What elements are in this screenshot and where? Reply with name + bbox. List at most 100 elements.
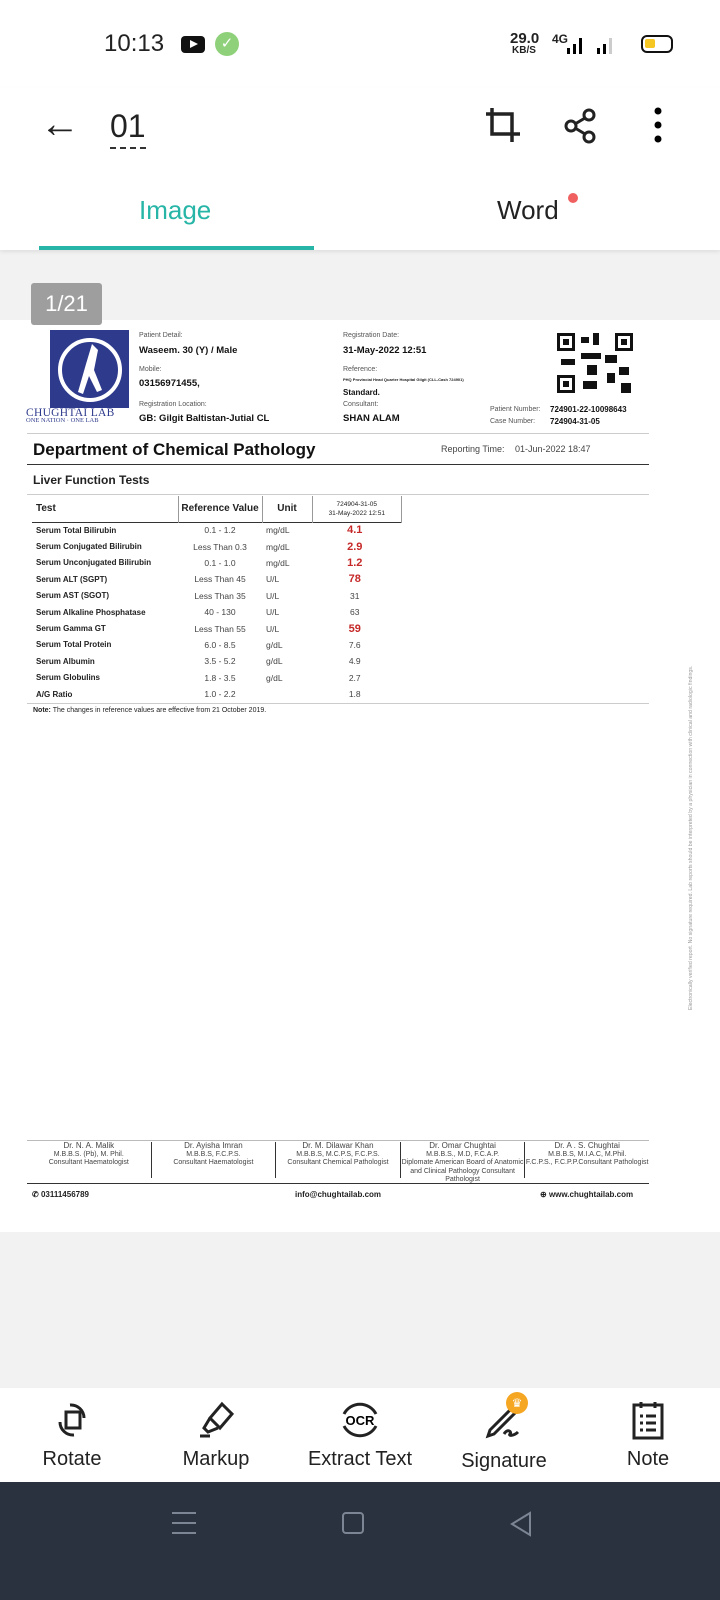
unit: g/dL xyxy=(266,672,283,683)
case-number: 724904-31-05 xyxy=(550,417,600,426)
doctor-title: Diplomate American Board of Anatomic and… xyxy=(401,1159,524,1183)
table-row: Serum Total Bilirubin 0.1 - 1.2 mg/dL 4.1 xyxy=(32,522,402,538)
test-name: Serum Globulins xyxy=(36,673,101,683)
reference-value: Less Than 45 xyxy=(194,574,246,585)
unit: U/L xyxy=(266,574,280,585)
results-table: Test Reference Value Unit 724904-31-05 31… xyxy=(32,496,402,702)
column-header: Test xyxy=(32,496,179,522)
back-nav-icon[interactable] xyxy=(508,1510,534,1538)
reference-value: 3.5 - 5.2 xyxy=(204,656,236,667)
youtube-icon xyxy=(181,36,205,53)
test-name: Serum AST (SGOT) xyxy=(36,591,110,601)
net-speed: 29.0 xyxy=(510,30,540,47)
result-value: 1.2 xyxy=(347,556,363,569)
table-row: Serum Alkaline Phosphatase 40 - 130 U/L 63 xyxy=(32,604,402,620)
menu-nav-icon[interactable] xyxy=(172,1512,196,1534)
note-label: Note: xyxy=(33,707,51,714)
doctor-name: Dr. N. A. Malik xyxy=(63,1141,115,1150)
result-value: 31 xyxy=(350,590,360,601)
tab-word[interactable]: Word xyxy=(497,195,559,225)
website: ⊕ www.chughtailab.com xyxy=(540,1190,634,1199)
extract-text-button[interactable]: OCR Extract Text xyxy=(288,1388,432,1482)
reference-value: 0.1 - 1.2 xyxy=(204,525,236,536)
more-icon[interactable] xyxy=(652,106,664,146)
label: Registration Location: xyxy=(139,401,207,408)
document-page[interactable]: CHUGHTAI LAB ONE NATION · ONE LAB Patien… xyxy=(0,320,720,1232)
reference-value: Less Than 0.3 xyxy=(193,541,247,552)
rotate-button[interactable]: Rotate xyxy=(0,1388,144,1482)
reporting-time: 01-Jun-2022 18:47 xyxy=(515,444,591,454)
rotate-icon xyxy=(58,1403,86,1437)
app-bar: ← 01 xyxy=(0,88,720,250)
doctor-qualification: M.B.B.S, F.C.P.S. xyxy=(186,1150,241,1158)
crop-icon[interactable] xyxy=(484,106,522,144)
phone: ✆ 03111456789 xyxy=(32,1190,89,1199)
status-bar: 10:13 ✓ 29.0 KB/S 4G xyxy=(0,0,720,88)
reference-value: 0.1 - 1.0 xyxy=(204,557,236,568)
result-value: 7.6 xyxy=(348,639,361,650)
svg-text:OCR: OCR xyxy=(346,1413,376,1428)
share-icon[interactable] xyxy=(563,108,599,144)
mobile: 03156971455, xyxy=(139,378,200,389)
divider xyxy=(27,703,649,704)
result-value: 2.7 xyxy=(348,672,361,683)
tab-indicator xyxy=(39,246,314,250)
back-icon[interactable]: ← xyxy=(40,102,80,146)
email: info@chughtailab.com xyxy=(295,1190,382,1199)
table-row: A/G Ratio 1.0 - 2.2 1.8 xyxy=(32,686,402,702)
verification-note: Electronically verified report. No signa… xyxy=(688,665,694,1010)
reference-value: 40 - 130 xyxy=(204,607,236,618)
signature-button[interactable]: ♛ Signature xyxy=(432,1388,576,1482)
note-button[interactable]: Note xyxy=(576,1388,720,1482)
label: Mobile: xyxy=(139,366,162,373)
markup-button[interactable]: Markup xyxy=(144,1388,288,1482)
registration-location: GB: Gilgit Baltistan-Jutial CL xyxy=(139,413,270,424)
extract-text-label: Extract Text xyxy=(307,1448,413,1470)
rotate-label: Rotate xyxy=(42,1448,102,1470)
divider xyxy=(27,433,649,434)
premium-crown-icon: ♛ xyxy=(506,1392,528,1414)
battery-icon xyxy=(641,35,673,53)
column-header: 724904-31-05 xyxy=(336,500,377,508)
label: Case Number: xyxy=(490,418,536,425)
table-row: Serum Conjugated Bilirubin Less Than 0.3 m… xyxy=(32,538,402,554)
divider xyxy=(27,1183,649,1184)
unit: U/L xyxy=(266,623,280,634)
doctor-qualification: M.B.B.S, M.C.P.S, F.C.P.S. xyxy=(296,1150,380,1158)
net-speed-unit: KB/S xyxy=(512,45,536,56)
result-value: 4.9 xyxy=(348,656,361,667)
label: Reporting Time: xyxy=(441,444,505,454)
signature-label: Signature xyxy=(461,1450,547,1472)
unit: U/L xyxy=(266,590,280,601)
patient-detail: Waseem. 30 (Y) / Male xyxy=(139,345,238,356)
doctor-signature-block: Dr. Omar Chughtai M.B.B.S., M.D, F.C.A.P.… xyxy=(401,1141,526,1183)
patient-number: 724901-22-10098643 xyxy=(550,405,627,414)
label: Consultant: xyxy=(343,401,379,408)
highlighter-icon xyxy=(200,1401,235,1438)
label: Patient Detail: xyxy=(139,332,183,339)
doctor-title: Consultant Haematologist xyxy=(173,1159,254,1166)
tab-image[interactable]: Image xyxy=(139,195,212,225)
table-row: Serum Albumin 3.5 - 5.2 g/dL 4.9 xyxy=(32,653,402,669)
doctor-title: F.C.P.S., F.C.P.P.Consultant Pathologist xyxy=(525,1159,649,1166)
table-row: Serum Unconjugated Bilirubin 0.1 - 1.0 mg/… xyxy=(32,555,402,571)
result-value: 1.8 xyxy=(348,689,361,700)
qr-code xyxy=(557,333,633,393)
home-nav-icon[interactable] xyxy=(342,1512,364,1534)
result-value: 59 xyxy=(348,622,361,635)
test-name: A/G Ratio xyxy=(36,689,73,699)
unit: U/L xyxy=(266,607,280,618)
document-title[interactable]: 01 xyxy=(110,108,146,149)
page-indicator: 1/21 xyxy=(31,283,102,325)
doctor-name: Dr. M. Dilawar Khan xyxy=(302,1141,374,1150)
label: Registration Date: xyxy=(343,332,400,339)
table-row: Serum Globulins 1.8 - 3.5 g/dL 2.7 xyxy=(32,670,402,686)
doctor-name: Dr. A . S. Chughtai xyxy=(554,1141,620,1150)
doctor-title: Consultant Haematologist xyxy=(48,1159,129,1166)
lab-name: CHUGHTAI LAB xyxy=(26,407,115,419)
column-header: Unit xyxy=(262,496,313,522)
doctor-signature-block: Dr. Ayisha Imran M.B.B.S, F.C.P.S. Consult… xyxy=(152,1141,277,1178)
reference-value: 6.0 - 8.5 xyxy=(204,639,236,650)
markup-label: Markup xyxy=(182,1448,250,1470)
test-name: Serum Total Bilirubin xyxy=(36,525,117,535)
